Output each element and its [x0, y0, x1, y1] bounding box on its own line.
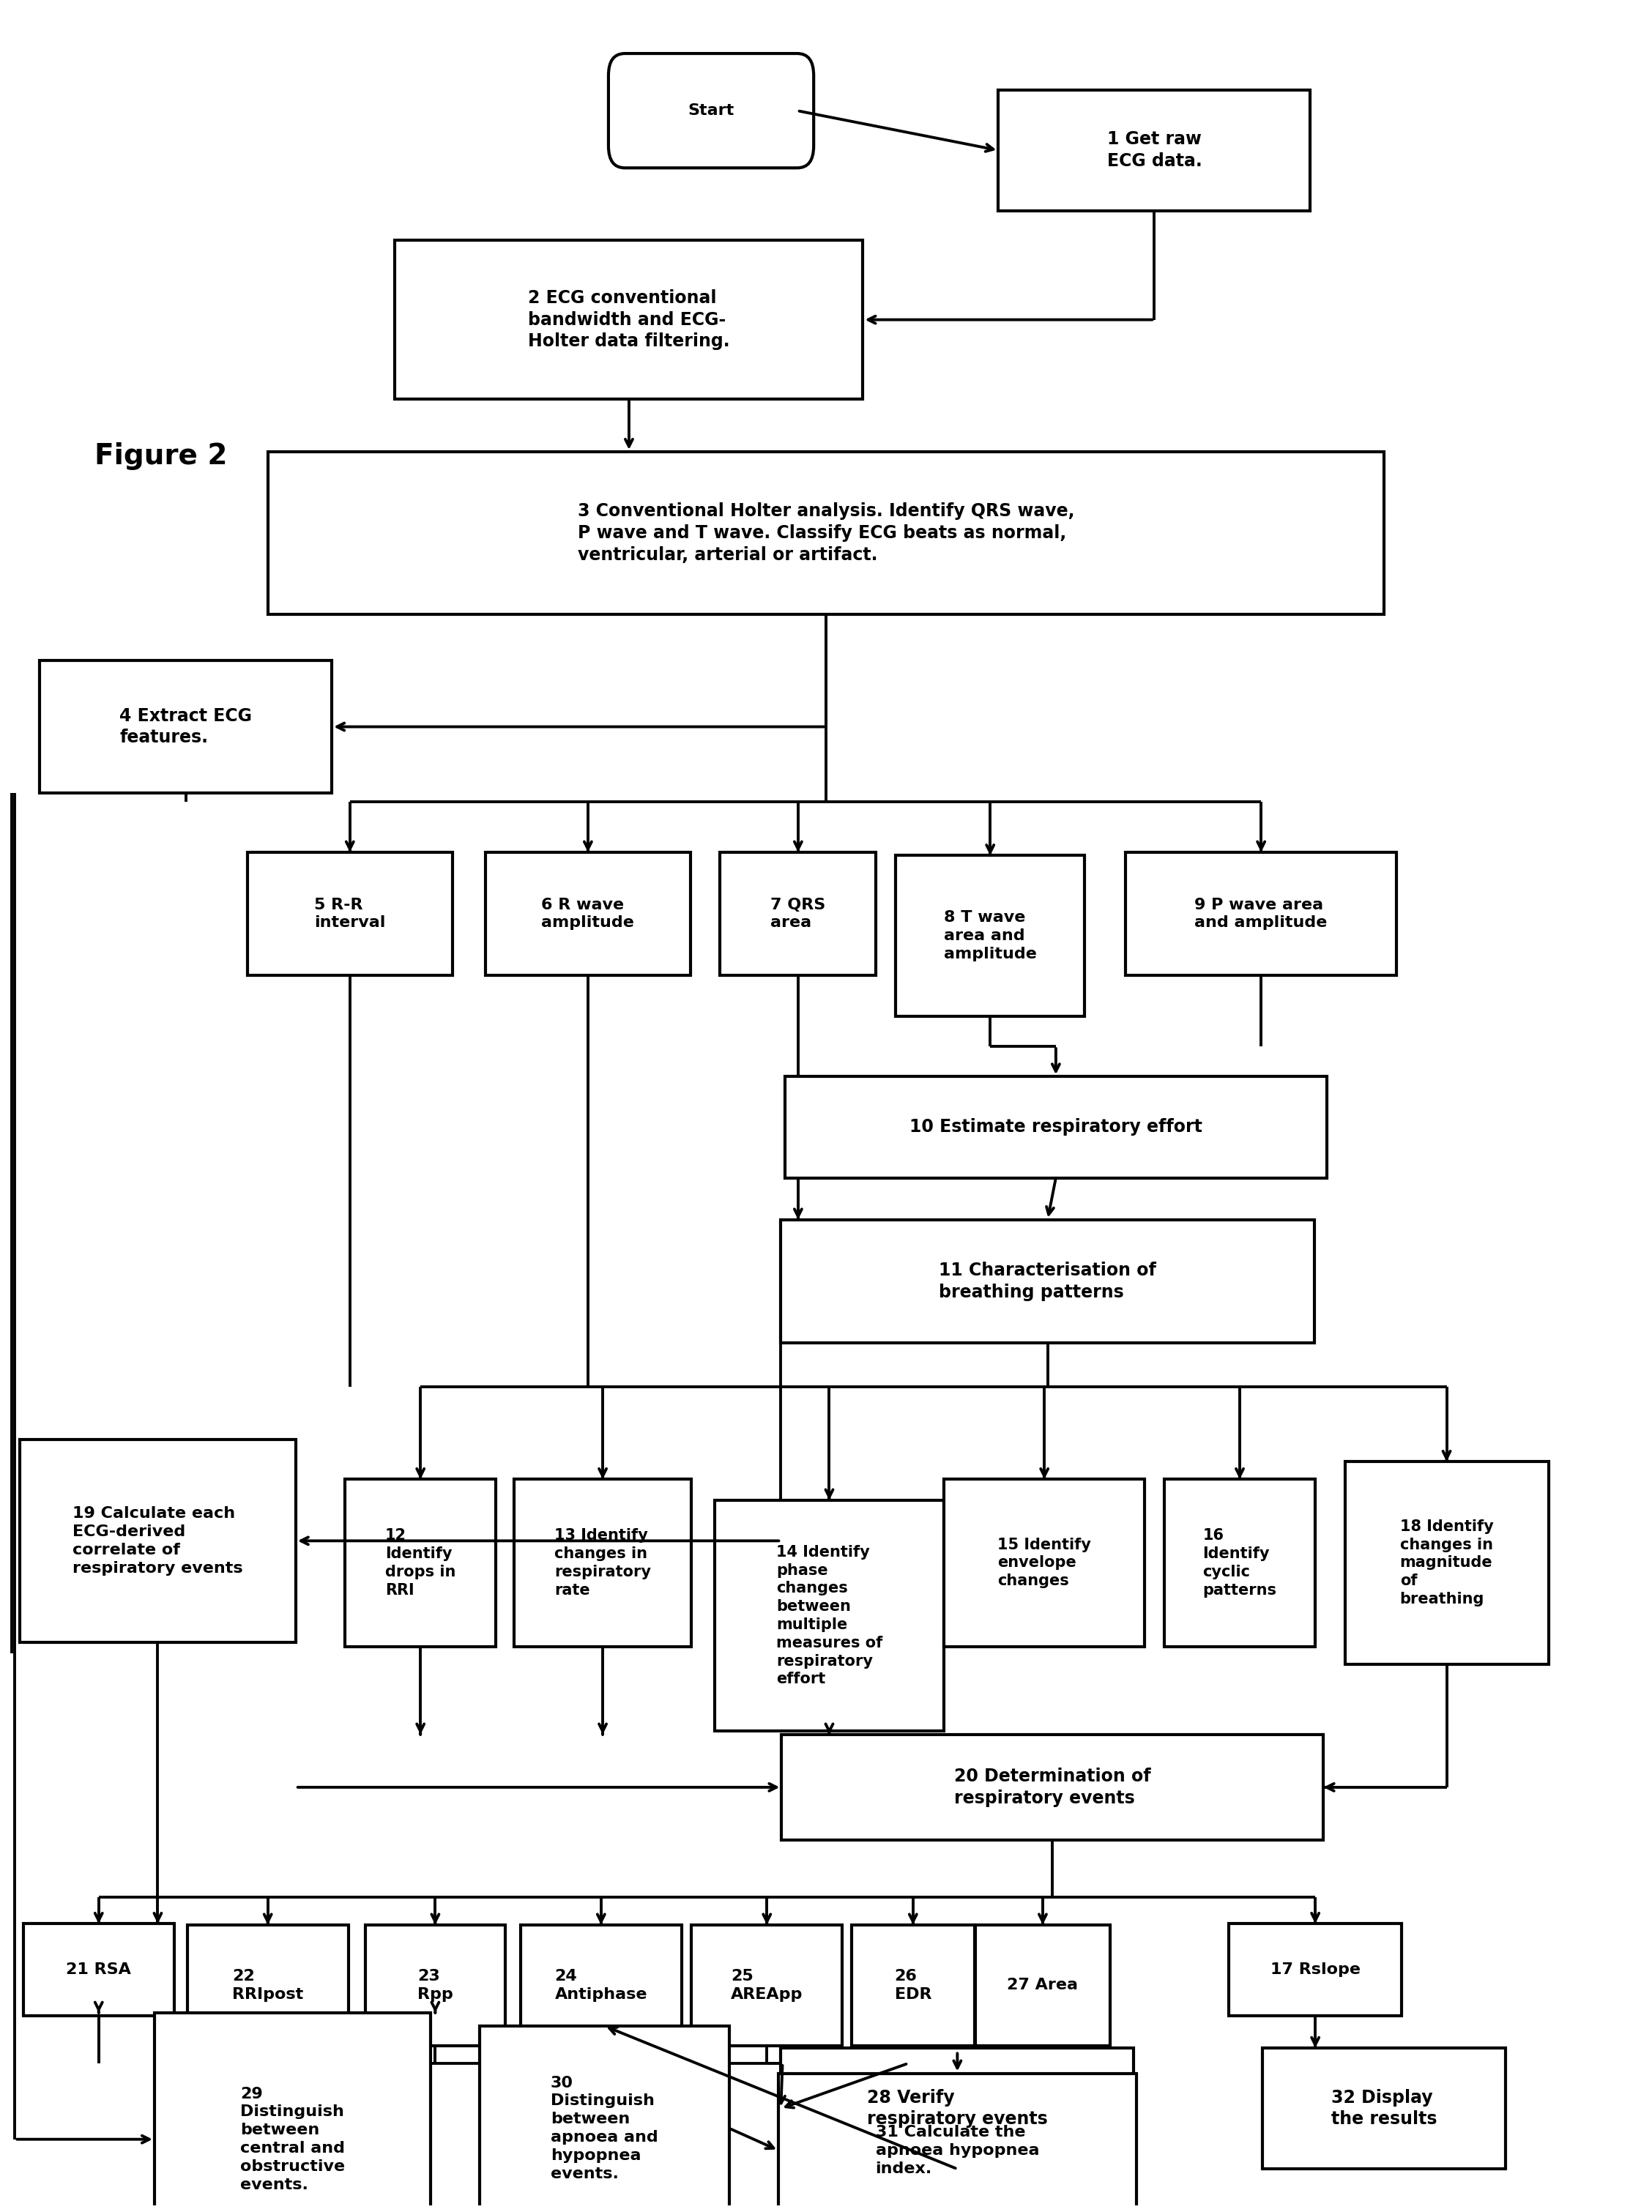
FancyBboxPatch shape — [1345, 1462, 1548, 1663]
Text: 28 Verify
respiratory events: 28 Verify respiratory events — [867, 2088, 1047, 2128]
FancyBboxPatch shape — [268, 451, 1384, 615]
FancyBboxPatch shape — [187, 1924, 349, 2046]
FancyBboxPatch shape — [975, 1924, 1110, 2046]
FancyBboxPatch shape — [1229, 1924, 1401, 2015]
FancyBboxPatch shape — [520, 1924, 682, 2046]
FancyBboxPatch shape — [998, 91, 1310, 210]
FancyBboxPatch shape — [608, 53, 814, 168]
FancyBboxPatch shape — [395, 241, 862, 398]
Text: 5 R-R
interval: 5 R-R interval — [314, 898, 385, 931]
Text: 16
Identify
cyclic
patterns: 16 Identify cyclic patterns — [1203, 1528, 1277, 1597]
FancyBboxPatch shape — [155, 2013, 430, 2212]
Text: 27 Area: 27 Area — [1008, 1978, 1079, 1993]
Text: 20 Determination of
respiratory events: 20 Determination of respiratory events — [955, 1767, 1151, 1807]
Text: 22
RRIpost: 22 RRIpost — [233, 1969, 304, 2002]
Text: 31 Calculate the
apnoea hypopnea
index.: 31 Calculate the apnoea hypopnea index. — [876, 2126, 1039, 2177]
FancyBboxPatch shape — [1165, 1480, 1315, 1646]
FancyBboxPatch shape — [365, 1924, 506, 2046]
FancyBboxPatch shape — [514, 1480, 692, 1646]
Text: 17 Rslope: 17 Rslope — [1270, 1962, 1360, 1978]
Text: Start: Start — [687, 104, 733, 117]
Text: 23
Rpp: 23 Rpp — [418, 1969, 453, 2002]
Text: 21 RSA: 21 RSA — [66, 1962, 131, 1978]
Text: 3 Conventional Holter analysis. Identify QRS wave,
P wave and T wave. Classify E: 3 Conventional Holter analysis. Identify… — [578, 502, 1074, 564]
Text: 30
Distinguish
between
apnoea and
hypopnea
events.: 30 Distinguish between apnoea and hypopn… — [550, 2075, 657, 2181]
Text: 1 Get raw
ECG data.: 1 Get raw ECG data. — [1107, 131, 1203, 170]
FancyBboxPatch shape — [781, 1219, 1315, 1343]
FancyBboxPatch shape — [895, 856, 1085, 1015]
FancyBboxPatch shape — [851, 1924, 975, 2046]
Text: 29
Distinguish
between
central and
obstructive
events.: 29 Distinguish between central and obstr… — [240, 2086, 345, 2192]
Text: 14 Identify
phase
changes
between
multiple
measures of
respiratory
effort: 14 Identify phase changes between multip… — [776, 1544, 882, 1686]
Text: 9 P wave area
and amplitude: 9 P wave area and amplitude — [1194, 898, 1328, 931]
FancyBboxPatch shape — [945, 1480, 1145, 1646]
FancyBboxPatch shape — [781, 1734, 1323, 1840]
FancyBboxPatch shape — [778, 2073, 1137, 2212]
Text: 6 R wave
amplitude: 6 R wave amplitude — [542, 898, 634, 931]
FancyBboxPatch shape — [781, 2048, 1133, 2170]
Text: 13 Identify
changes in
respiratory
rate: 13 Identify changes in respiratory rate — [555, 1528, 651, 1597]
FancyBboxPatch shape — [23, 1924, 173, 2015]
Text: 11 Characterisation of
breathing patterns: 11 Characterisation of breathing pattern… — [938, 1261, 1156, 1301]
FancyBboxPatch shape — [20, 1440, 296, 1641]
FancyBboxPatch shape — [486, 852, 691, 975]
FancyBboxPatch shape — [714, 1500, 945, 1732]
Text: 4 Extract ECG
features.: 4 Extract ECG features. — [119, 708, 253, 745]
FancyBboxPatch shape — [692, 1924, 843, 2046]
Text: Figure 2: Figure 2 — [94, 442, 228, 469]
Text: 15 Identify
envelope
changes: 15 Identify envelope changes — [998, 1537, 1092, 1588]
FancyBboxPatch shape — [1262, 2048, 1505, 2170]
Text: 12
Identify
drops in
RRI: 12 Identify drops in RRI — [385, 1528, 456, 1597]
Text: 24
Antiphase: 24 Antiphase — [555, 1969, 648, 2002]
FancyBboxPatch shape — [785, 1077, 1327, 1177]
Text: 32 Display
the results: 32 Display the results — [1332, 2088, 1437, 2128]
FancyBboxPatch shape — [248, 852, 453, 975]
FancyBboxPatch shape — [1125, 852, 1396, 975]
FancyBboxPatch shape — [479, 2026, 729, 2212]
Text: 18 Identify
changes in
magnitude
of
breathing: 18 Identify changes in magnitude of brea… — [1399, 1520, 1493, 1606]
Text: 25
AREApp: 25 AREApp — [730, 1969, 803, 2002]
Text: 19 Calculate each
ECG-derived
correlate of
respiratory events: 19 Calculate each ECG-derived correlate … — [73, 1506, 243, 1575]
Text: 26
EDR: 26 EDR — [894, 1969, 932, 2002]
Text: 8 T wave
area and
amplitude: 8 T wave area and amplitude — [943, 911, 1037, 962]
Text: 7 QRS
area: 7 QRS area — [770, 898, 826, 931]
FancyBboxPatch shape — [345, 1480, 496, 1646]
Text: 10 Estimate respiratory effort: 10 Estimate respiratory effort — [910, 1119, 1203, 1137]
FancyBboxPatch shape — [720, 852, 876, 975]
FancyBboxPatch shape — [40, 661, 332, 792]
Text: 2 ECG conventional
bandwidth and ECG-
Holter data filtering.: 2 ECG conventional bandwidth and ECG- Ho… — [529, 290, 730, 349]
